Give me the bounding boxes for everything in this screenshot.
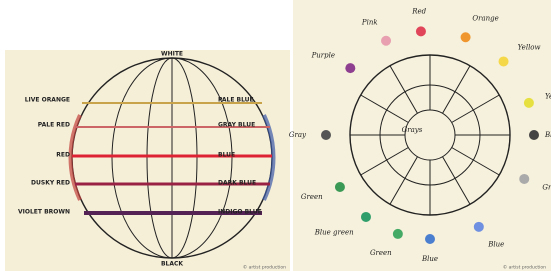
color-label: Yellow green: [545, 93, 551, 101]
top-label: WHITE: [161, 51, 183, 58]
color-dot: [381, 36, 391, 46]
right-label: PALE BLUE: [218, 97, 254, 104]
bottom-label: BLACK: [161, 261, 183, 268]
color-dot: [345, 63, 355, 73]
color-dot: [335, 182, 345, 192]
color-dot: [321, 130, 331, 140]
color-dot: [499, 56, 509, 66]
color-label: Green: [301, 193, 323, 201]
left-label: PALE RED: [38, 122, 70, 129]
color-dot: [474, 222, 484, 232]
left-label: LIVE ORANGE: [25, 97, 70, 104]
right-label: DARK BLUE: [218, 180, 256, 187]
color-label: Purple: [311, 51, 335, 59]
color-label: Blue: [487, 240, 504, 248]
right-label: BLUE: [218, 152, 235, 159]
color-dot: [529, 130, 539, 140]
color-label: Blue green: [314, 229, 354, 237]
color-dot: [461, 32, 471, 42]
color-label: Orange: [472, 14, 498, 22]
right-label: GRAY BLUE: [218, 122, 255, 129]
color-label: Yellow: [518, 43, 541, 51]
credit: © artist production: [243, 264, 286, 271]
color-dot: [425, 234, 435, 244]
color-dot: [519, 174, 529, 184]
color-dot: [416, 26, 426, 36]
color-label: Green: [370, 249, 392, 257]
left-label: VIOLET BROWN: [18, 209, 70, 216]
color-label: Gray: [289, 131, 307, 139]
color-label: Red: [411, 7, 426, 15]
color-dot: [524, 98, 534, 108]
center-label: Grays: [402, 126, 423, 134]
color-label: Pink: [361, 19, 378, 27]
right-label: INDIGO BLUE: [218, 209, 262, 216]
credit: © artist production: [503, 264, 546, 271]
color-label: Gray: [542, 183, 551, 191]
left-label: DUSKY RED: [31, 180, 70, 187]
page: WHITE BLACK © artist production Grays © …: [0, 0, 551, 271]
color-dot: [361, 212, 371, 222]
color-label: Black: [544, 131, 551, 139]
color-label: Blue: [421, 255, 438, 263]
left-label: RED: [56, 152, 70, 159]
color-dot: [393, 229, 403, 239]
